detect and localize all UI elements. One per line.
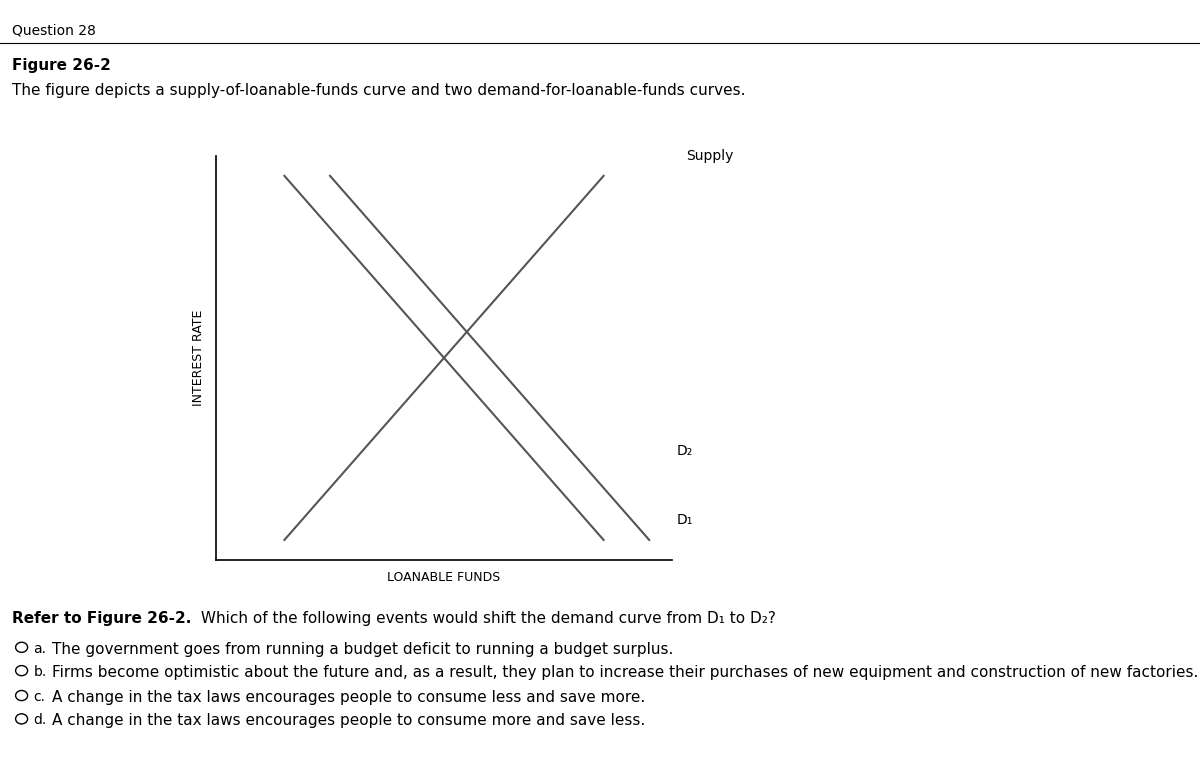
X-axis label: LOANABLE FUNDS: LOANABLE FUNDS: [388, 571, 500, 584]
Text: c.: c.: [34, 690, 46, 704]
Text: a.: a.: [34, 642, 47, 656]
Text: Supply: Supply: [685, 149, 733, 163]
Y-axis label: INTEREST RATE: INTEREST RATE: [192, 310, 205, 406]
Text: d.: d.: [34, 713, 47, 727]
Text: The government goes from running a budget deficit to running a budget surplus.: The government goes from running a budge…: [52, 642, 673, 657]
Text: D₂: D₂: [677, 444, 692, 458]
Text: Question 28: Question 28: [12, 23, 96, 37]
Text: Refer to Figure 26-2.: Refer to Figure 26-2.: [12, 611, 191, 626]
Text: D₁: D₁: [677, 513, 692, 527]
Text: Which of the following events would shift the demand curve from D₁ to D₂?: Which of the following events would shif…: [196, 611, 776, 626]
Text: The figure depicts a supply-of-loanable-funds curve and two demand-for-loanable-: The figure depicts a supply-of-loanable-…: [12, 83, 745, 98]
Text: b.: b.: [34, 665, 47, 679]
Text: Firms become optimistic about the future and, as a result, they plan to increase: Firms become optimistic about the future…: [52, 665, 1198, 680]
Text: A change in the tax laws encourages people to consume less and save more.: A change in the tax laws encourages peop…: [52, 690, 644, 705]
Text: A change in the tax laws encourages people to consume more and save less.: A change in the tax laws encourages peop…: [52, 713, 644, 728]
Text: Figure 26-2: Figure 26-2: [12, 58, 110, 73]
